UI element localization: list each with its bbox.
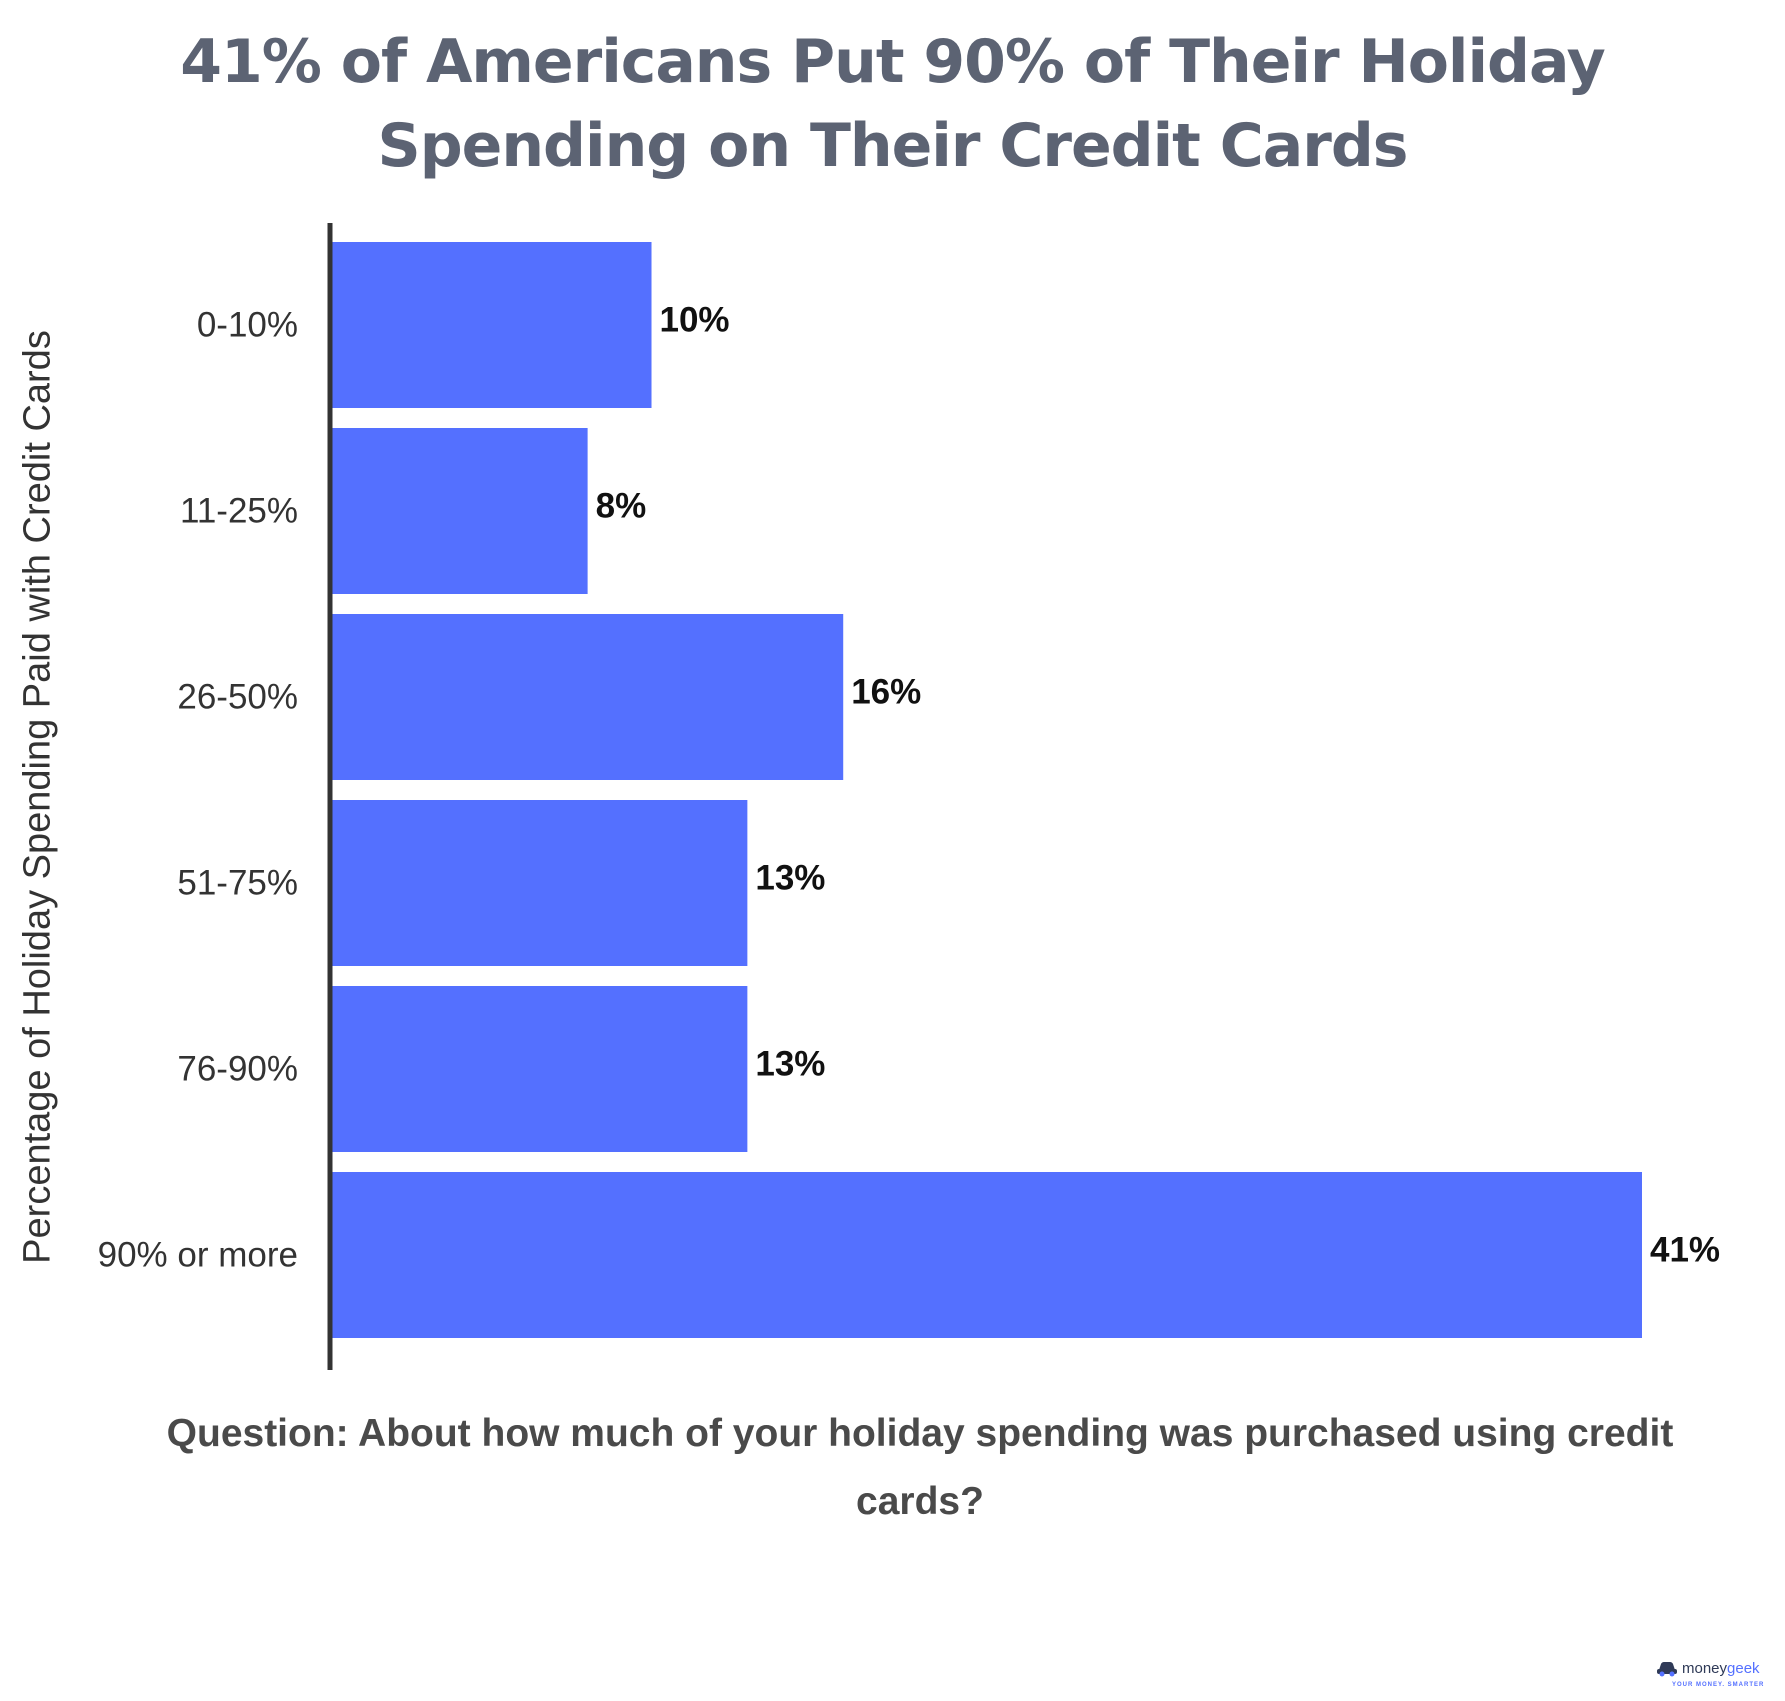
bar-1 [332, 242, 652, 408]
data-label: 16% [851, 672, 921, 711]
bar-6 [332, 1172, 1642, 1338]
bar-3 [332, 614, 844, 780]
car-icon [1657, 1661, 1677, 1676]
chart-title: 41% of Americans Put 90% of Their Holida… [0, 20, 1785, 188]
data-label: 13% [755, 1044, 825, 1083]
category-label: 90% or more [98, 1235, 298, 1274]
chart-title-line-2: Spending on Their Credit Cards [377, 111, 1408, 181]
bar-4 [332, 800, 748, 966]
data-label: 8% [596, 486, 647, 525]
bar-2 [332, 428, 588, 594]
data-label: 41% [1650, 1230, 1720, 1269]
logo-wordmark: moneygeek [1682, 1660, 1760, 1677]
bar-5 [332, 986, 748, 1152]
logo-wordmark-geek: geek [1727, 1660, 1760, 1677]
chart-title-line-1: 41% of Americans Put 90% of Their Holida… [180, 27, 1606, 97]
logo-tagline: YOUR MONEY. SMARTER [1672, 1682, 1765, 1688]
data-label: 13% [755, 858, 825, 897]
category-label: 0-10% [197, 305, 298, 344]
category-label: 26-50% [177, 677, 298, 716]
logo-wordmark-money: money [1682, 1660, 1728, 1677]
category-label: 11-25% [180, 491, 298, 530]
data-label: 10% [660, 300, 730, 339]
question-caption: Question: About how much of your holiday… [166, 1412, 1674, 1523]
moneygeek-logo: moneygeek [1656, 1660, 1760, 1677]
category-label: 76-90% [177, 1049, 298, 1088]
category-label: 51-75% [177, 863, 298, 902]
